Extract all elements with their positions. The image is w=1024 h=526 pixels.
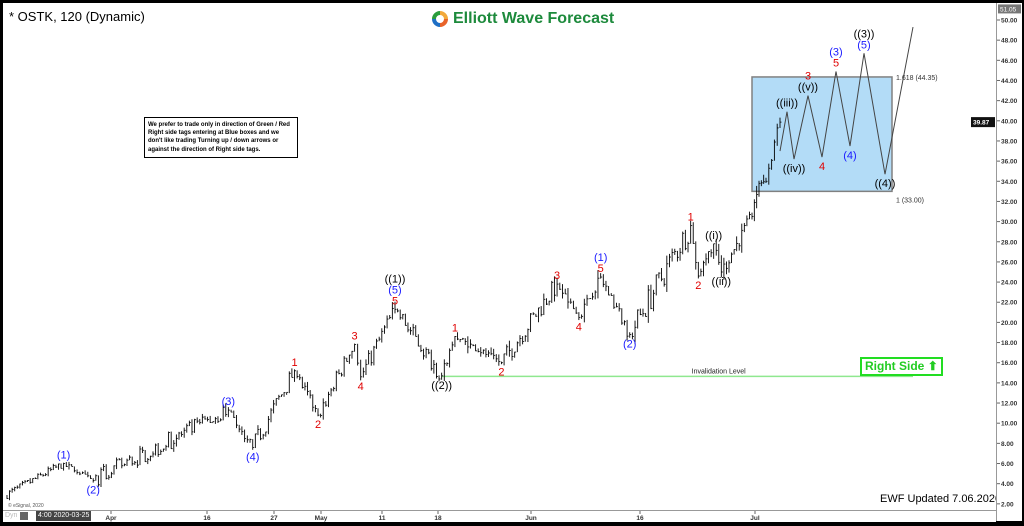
x-axis-ticks: Apr 16 27 May 11 18 Jun 16 Jul <box>105 511 760 522</box>
y-tick-label: 50.00 <box>1001 18 1018 25</box>
y-tick-label: 34.00 <box>1001 179 1018 186</box>
x-tick-label: Jun <box>525 515 537 522</box>
wave-label: 4 <box>819 161 825 173</box>
wave-label: 4 <box>358 381 364 393</box>
wave-label: 3 <box>352 331 358 343</box>
x-tick-label: Apr <box>105 515 117 522</box>
last-price-tag <box>971 117 995 128</box>
y-top-label: 51.05 <box>1000 6 1017 13</box>
y-tick-label: 14.00 <box>1001 380 1018 387</box>
cursor-date: 4:00 2020-03-25 <box>36 511 92 521</box>
wave-label: ((4)) <box>875 178 896 190</box>
wave-label: 2 <box>315 419 321 431</box>
wave-label: 1 <box>291 357 297 369</box>
wave-label: 2 <box>498 367 504 379</box>
x-tick-label: Jul <box>750 515 760 522</box>
wave-label: 4 <box>576 321 582 333</box>
wave-label: ((i)) <box>705 230 722 242</box>
wave-label: 1 <box>452 323 458 335</box>
x-tick-label: 27 <box>270 515 278 522</box>
y-tick-label: 38.00 <box>1001 138 1018 145</box>
wave-label: (5) <box>857 39 870 51</box>
y-tick-label: 12.00 <box>1001 401 1018 408</box>
logo-text: Elliott Wave Forecast <box>453 10 615 27</box>
wave-label: ((1)) <box>385 273 406 285</box>
wave-label: (2) <box>623 338 636 350</box>
y-tick-label: 28.00 <box>1001 239 1018 246</box>
y-tick-label: 16.00 <box>1001 360 1018 367</box>
logo-icon <box>432 11 448 27</box>
y-tick-label: 8.00 <box>1001 441 1014 448</box>
chart-window: 1.618 (44.35) 1 (33.00) Invalidation Level… <box>3 3 1022 522</box>
x-axis[interactable]: Dyn 4:00 2020-03-25 Apr 16 27 May 11 18 Jun 16 J… <box>3 510 996 522</box>
fib-low-label: 1 (33.00) <box>896 197 924 204</box>
projection-path <box>779 26 914 175</box>
y-tick-label: 32.00 <box>1001 199 1018 206</box>
y-tick-label: 22.00 <box>1001 300 1018 307</box>
x-tick-label: 18 <box>434 515 442 522</box>
y-tick-label: 24.00 <box>1001 280 1018 287</box>
y-tick-label: 44.00 <box>1001 78 1018 85</box>
y-tick-label: 6.00 <box>1001 461 1014 468</box>
wave-label: (3) <box>222 396 235 408</box>
wave-label: 1 <box>688 212 694 224</box>
y-tick-label: 20.00 <box>1001 320 1018 327</box>
y-tick-label: 40.00 <box>1001 118 1018 125</box>
wave-label: (1) <box>594 252 607 264</box>
x-tick-label: May <box>315 515 328 522</box>
y-tick-label: 4.00 <box>1001 481 1014 488</box>
y-tick-label: 2.00 <box>1001 501 1014 508</box>
wave-label: (2) <box>86 485 99 497</box>
x-tick-label: 11 <box>379 515 386 522</box>
right-side-label: Right Side <box>865 359 925 373</box>
y-tick-label: 26.00 <box>1001 259 1018 266</box>
wave-label: ((iv)) <box>783 163 806 175</box>
trading-note: We prefer to trade only in direction of … <box>144 117 298 158</box>
wave-label: (5) <box>388 284 401 296</box>
y-tick-label: 48.00 <box>1001 38 1018 45</box>
price-chart[interactable]: 1.618 (44.35) 1 (33.00) Invalidation Level… <box>3 3 1021 521</box>
chart-title: * OSTK, 120 (Dynamic) <box>9 9 145 24</box>
y-top-tag <box>998 4 1021 14</box>
wave-label: 3 <box>554 270 560 282</box>
copyright: © eSignal, 2020 <box>8 503 44 509</box>
y-tick-label: 46.00 <box>1001 58 1018 65</box>
y-tick-label: 10.00 <box>1001 421 1018 428</box>
scale-icon[interactable] <box>20 512 28 520</box>
wave-label: ((3)) <box>854 28 875 40</box>
y-tick-label: 30.00 <box>1001 219 1018 226</box>
y-axis-ticks: 2.00 4.00 6.00 8.00 10.00 12.00 14.00 16.00 18.0… <box>997 4 1021 508</box>
y-axis[interactable]: 2.00 4.00 6.00 8.00 10.00 12.00 14.00 16.00 18.0… <box>996 3 1022 521</box>
wave-label: ((v)) <box>798 82 818 94</box>
logo: Elliott Wave Forecast <box>431 10 614 28</box>
y-tick-label: 36.00 <box>1001 159 1018 166</box>
invalidation-label: Invalidation Level <box>692 368 747 375</box>
blue-box <box>751 76 893 193</box>
arrow-up-icon: ⬆ <box>927 359 938 373</box>
wave-label: 3 <box>805 71 811 83</box>
wave-label: ((ii)) <box>712 276 732 288</box>
y-tick-label: 42.00 <box>1001 98 1018 105</box>
wave-label: (4) <box>246 451 259 463</box>
wave-label: ((iii)) <box>776 98 798 110</box>
last-price-label: 39.87 <box>973 120 990 127</box>
wave-label: (1) <box>57 450 70 462</box>
y-tick-label: 18.00 <box>1001 340 1018 347</box>
x-tick-label: 16 <box>203 515 211 522</box>
wave-label: ((2)) <box>431 380 452 392</box>
wave-label: 5 <box>598 263 604 275</box>
fib-high-label: 1.618 (44.35) <box>896 75 938 82</box>
updated-stamp: EWF Updated 7.06.2020 <box>880 493 1002 505</box>
x-tick-label: 16 <box>636 515 644 522</box>
right-side-tag: Right Side ⬆ <box>860 357 943 376</box>
wave-label: (3) <box>829 46 842 58</box>
wave-label: 2 <box>695 280 701 292</box>
wave-label: 5 <box>833 57 839 69</box>
wave-label: 5 <box>392 295 398 307</box>
wave-label: (4) <box>843 150 856 162</box>
dyn-button[interactable]: Dyn <box>5 512 18 519</box>
